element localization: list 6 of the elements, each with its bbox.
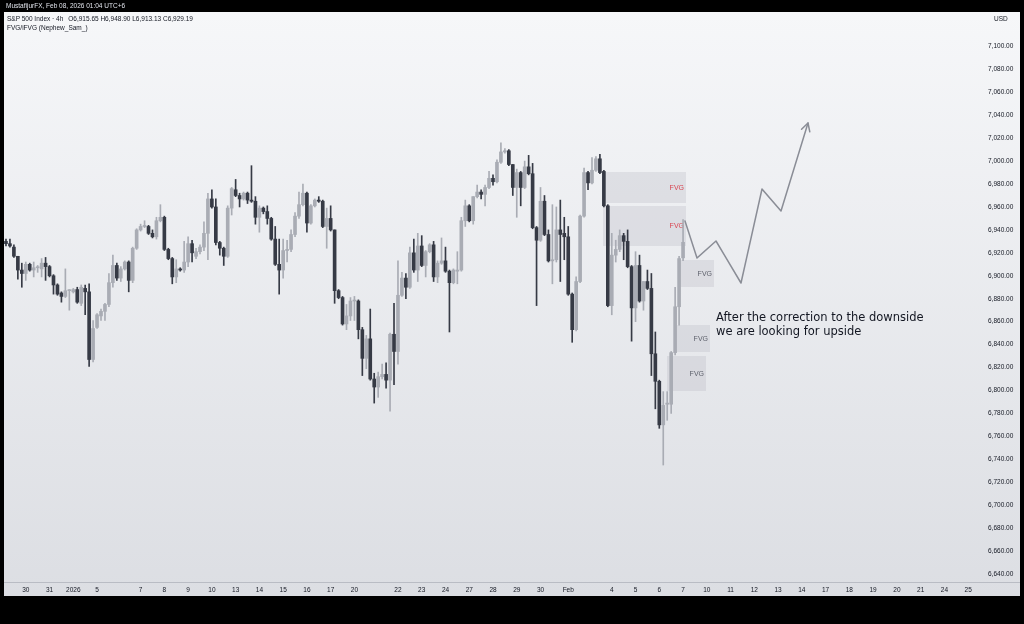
candlestick: [392, 302, 396, 386]
candlestick: [324, 207, 329, 249]
candlestick: [558, 199, 563, 282]
candlestick: [31, 261, 36, 278]
candlestick: [384, 362, 388, 389]
annotation: After the correction to the downside we are looking for upside: [716, 310, 924, 338]
